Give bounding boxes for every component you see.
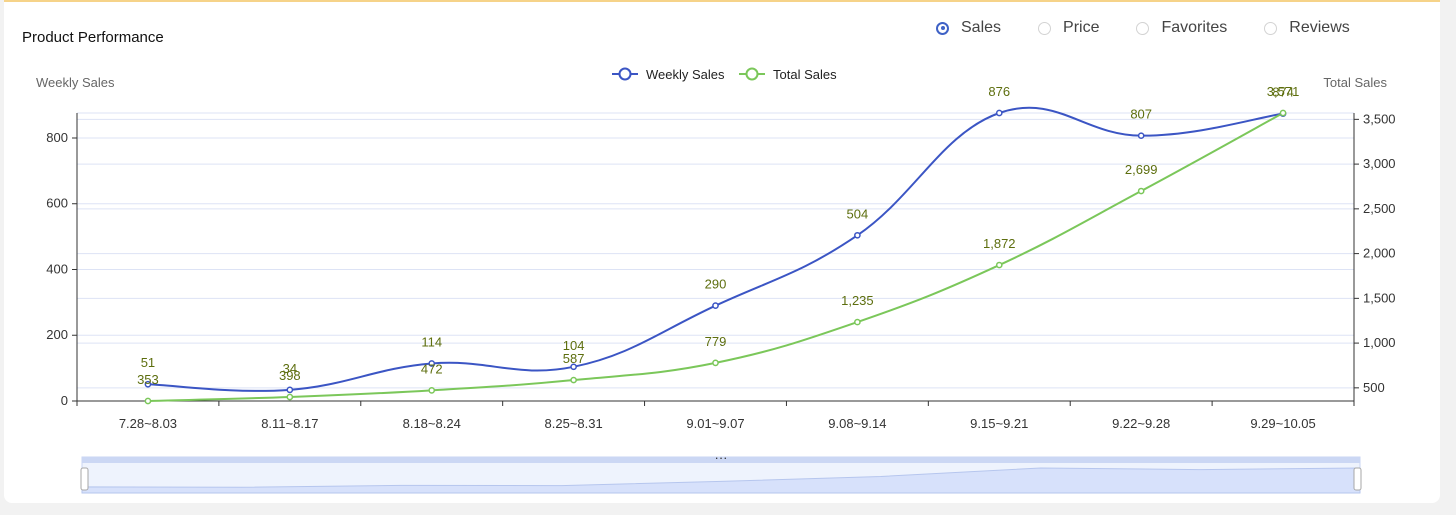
data-point[interactable] <box>995 261 1003 269</box>
data-label: 3,571 <box>1267 84 1300 99</box>
y-left-tick-label: 800 <box>46 130 68 145</box>
legend-label: Weekly Sales <box>646 67 725 82</box>
chart-card: Product Performance Sales Price Favorite… <box>4 0 1440 503</box>
data-point[interactable] <box>712 302 719 310</box>
y-left-tick-label: 0 <box>61 393 68 408</box>
data-label: 472 <box>421 361 443 376</box>
data-point[interactable] <box>428 360 436 367</box>
x-tick-label: 8.11~8.17 <box>261 416 318 431</box>
line-chart: 0 200 400 600 800 500 1,000 1,500 2,000 2,500 3,00… <box>36 67 1396 494</box>
data-label: 1,872 <box>983 236 1016 251</box>
radio-label: Reviews <box>1289 19 1350 36</box>
data-label: 587 <box>563 351 585 366</box>
data-point[interactable] <box>1279 109 1287 117</box>
x-tick-label: 8.25~8.31 <box>545 416 603 431</box>
legend-marker-icon[interactable] <box>745 67 759 81</box>
data-point[interactable] <box>286 393 294 401</box>
data-point[interactable] <box>995 109 1003 117</box>
radio-label: Favorites <box>1161 19 1228 36</box>
data-point[interactable] <box>1137 187 1145 195</box>
data-label: 114 <box>421 335 442 350</box>
data-label: 876 <box>988 84 1010 99</box>
data-point[interactable] <box>1137 132 1145 140</box>
y-left-tick-label: 400 <box>46 261 68 276</box>
data-zoom-handle-left[interactable] <box>80 467 89 491</box>
radio-dot-icon <box>1038 21 1052 35</box>
radio-dot-icon <box>1136 21 1150 35</box>
y-left-tick-label: 200 <box>46 327 68 342</box>
data-point[interactable] <box>854 231 861 239</box>
x-tick-label: 9.22~9.28 <box>1112 416 1170 431</box>
metric-radio-group: Sales Price Favorites Reviews <box>936 19 1387 37</box>
data-point[interactable] <box>570 363 577 371</box>
y-right-tick-label: 2,500 <box>1363 201 1396 216</box>
data-label: 290 <box>705 277 727 292</box>
radio-reviews[interactable]: Reviews <box>1264 19 1350 37</box>
y-right-axis-name: Total Sales <box>1323 75 1387 90</box>
x-tick-label: 9.29~10.05 <box>1250 416 1315 431</box>
data-label: 874 <box>1272 85 1294 100</box>
radio-dot-icon <box>936 21 949 35</box>
y-right-tick-label: 3,000 <box>1363 156 1396 171</box>
radio-favorites[interactable]: Favorites <box>1136 19 1227 37</box>
x-tick-label: 9.01~9.07 <box>686 416 744 431</box>
y-right-tick-label: 2,000 <box>1363 246 1396 261</box>
data-point[interactable] <box>854 318 861 326</box>
data-label: 104 <box>563 338 585 353</box>
data-label: 398 <box>279 368 301 383</box>
data-zoom-grip-icon: ··· <box>715 450 728 465</box>
y-left-tick-label: 600 <box>46 196 68 211</box>
data-label: 353 <box>137 372 159 387</box>
data-label: 51 <box>141 355 155 370</box>
data-label: 1,235 <box>841 293 874 308</box>
radio-label: Sales <box>961 19 1002 36</box>
data-label: 2,699 <box>1125 162 1158 177</box>
x-tick-label: 9.15~9.21 <box>970 416 1028 431</box>
legend-label: Total Sales <box>773 67 837 82</box>
data-point[interactable] <box>570 376 577 384</box>
radio-price[interactable]: Price <box>1038 19 1099 37</box>
y-right-tick-label: 500 <box>1363 380 1385 395</box>
series-line-weekly-sales <box>147 106 1284 392</box>
data-zoom-handle-right[interactable] <box>1353 467 1362 491</box>
series-line-total-sales <box>147 112 1284 402</box>
y-right-tick-label: 1,000 <box>1363 335 1396 350</box>
radio-sales[interactable]: Sales <box>936 19 1001 37</box>
data-point[interactable] <box>286 386 294 394</box>
chart-title: Product Performance <box>22 29 164 46</box>
data-point[interactable] <box>144 380 152 388</box>
data-label: 504 <box>847 206 869 221</box>
data-zoom-top-bar[interactable] <box>82 457 1360 463</box>
data-point[interactable] <box>144 397 152 405</box>
data-label: 807 <box>1130 107 1152 122</box>
radio-dot-icon <box>1264 21 1278 35</box>
x-tick-label: 7.28~8.03 <box>119 416 177 431</box>
x-tick-label: 8.18~8.24 <box>403 416 461 431</box>
y-right-tick-label: 1,500 <box>1363 290 1396 305</box>
x-tick-label: 9.08~9.14 <box>828 416 886 431</box>
data-label: 779 <box>705 334 727 349</box>
data-label: 34 <box>283 361 297 376</box>
data-point[interactable] <box>712 359 719 367</box>
y-right-tick-label: 3,500 <box>1363 111 1396 126</box>
data-point[interactable] <box>428 386 436 394</box>
y-left-axis-name: Weekly Sales <box>36 75 115 90</box>
radio-label: Price <box>1063 19 1100 36</box>
legend-marker-icon[interactable] <box>618 67 632 81</box>
